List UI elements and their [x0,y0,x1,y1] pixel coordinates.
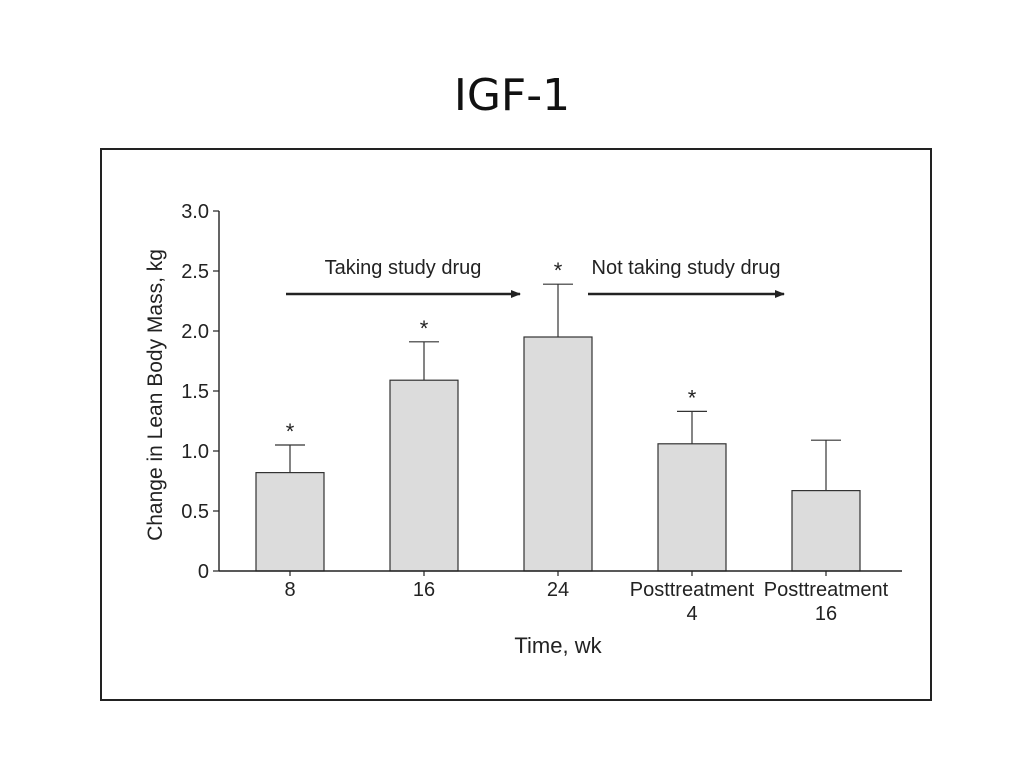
x-tick-label-3-line-1: 4 [686,603,697,625]
y-axis-title: Change in Lean Body Mass, kg [144,249,167,541]
x-tick-label-4-line-1: 16 [815,603,837,625]
y-tick-label-2: 1.0 [181,441,209,463]
y-tick-label-4: 2.0 [181,321,209,343]
y-tick-label-6: 3.0 [181,201,209,223]
y-tick-label-0: 0 [198,561,209,583]
bar-2 [523,336,593,572]
bar-4 [791,490,861,572]
annotation-label-1: Not taking study drug [592,257,781,279]
x-tick-label-0: 8 [284,579,295,601]
bar-chart: * * * * 0 0.5 1.0 1.5 2.0 2.5 3.0 8 16 24 Posttreatmen… [144,201,902,658]
bar-0 [255,472,325,572]
annotation-label-0: Taking study drug [325,257,482,279]
significance-mark-1: * [420,316,429,341]
x-tick-label-2: 24 [547,579,569,601]
y-tick-label-3: 1.5 [181,381,209,403]
bar-1 [389,379,459,572]
figure-frame: * * * * 0 0.5 1.0 1.5 2.0 2.5 3.0 8 16 24 Posttreatmen… [100,148,932,701]
y-tick-label-5: 2.5 [181,261,209,283]
x-tick-label-1: 16 [413,579,435,601]
significance-mark-0: * [286,419,295,444]
x-tick-label-3-line-0: Posttreatment [630,579,755,601]
bar-3 [657,443,727,572]
significance-mark-3: * [688,385,697,410]
x-axis-title: Time, wk [514,633,602,658]
significance-mark-2: * [554,258,563,283]
x-tick-label-4-line-0: Posttreatment [764,579,889,601]
y-tick-label-1: 0.5 [181,501,209,523]
slide-title: IGF-1 [453,70,571,121]
